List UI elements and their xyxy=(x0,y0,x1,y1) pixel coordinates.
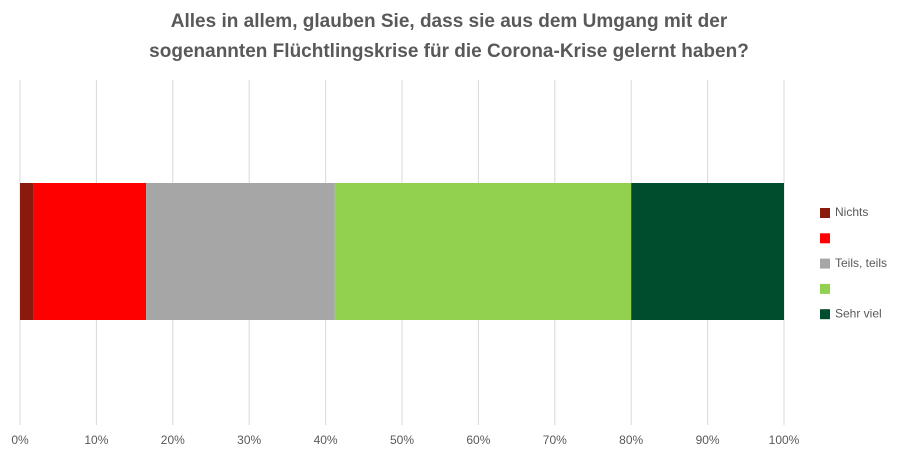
x-tick-label: 40% xyxy=(314,433,338,447)
x-tick-label: 60% xyxy=(466,433,490,447)
bar-segment xyxy=(33,183,147,320)
legend-label: Sehr viel xyxy=(835,306,882,320)
bar-segment xyxy=(146,183,335,320)
x-tick-label: 100% xyxy=(769,433,800,447)
x-tick-label: 0% xyxy=(11,433,29,447)
legend-swatch xyxy=(820,233,830,244)
x-tick-label: 70% xyxy=(543,433,567,447)
chart-title: Alles in allem, glauben Sie, dass sie au… xyxy=(171,11,728,32)
x-tick-label: 30% xyxy=(237,433,261,447)
legend-swatch xyxy=(820,309,830,320)
x-tick-label: 80% xyxy=(619,433,643,447)
x-tick-label: 20% xyxy=(161,433,185,447)
legend-swatch xyxy=(820,283,830,294)
x-tick-label: 50% xyxy=(390,433,414,447)
chart-title: sogenannten Flüchtlingskrise für die Cor… xyxy=(149,41,749,62)
bar-segment xyxy=(334,183,632,320)
legend-label: Teils, teils xyxy=(835,256,887,270)
bar-segment xyxy=(20,183,34,320)
legend-label: Nichts xyxy=(835,205,868,219)
legend-swatch xyxy=(820,258,830,269)
legend-swatch xyxy=(820,208,830,218)
x-tick-label: 10% xyxy=(84,433,108,447)
x-tick-label: 90% xyxy=(696,433,720,447)
bar-segment xyxy=(631,183,784,320)
